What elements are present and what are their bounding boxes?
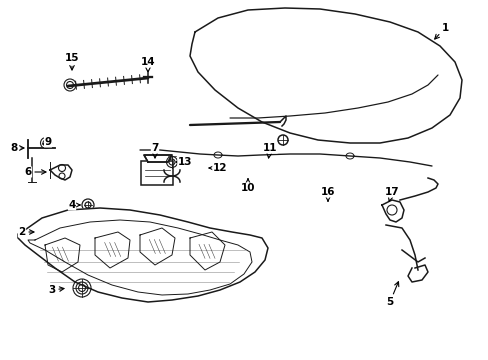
Text: 10: 10 — [240, 179, 255, 193]
Polygon shape — [18, 208, 267, 302]
Text: 16: 16 — [320, 187, 335, 201]
FancyBboxPatch shape — [141, 161, 173, 185]
Text: 5: 5 — [386, 282, 398, 307]
Text: 14: 14 — [141, 57, 155, 72]
Text: 3: 3 — [48, 285, 64, 295]
Text: 1: 1 — [434, 23, 447, 39]
Text: 2: 2 — [19, 227, 34, 237]
Text: 17: 17 — [384, 187, 399, 201]
Text: 13: 13 — [176, 157, 192, 167]
Text: 9: 9 — [43, 137, 51, 147]
Text: 12: 12 — [208, 163, 227, 173]
Text: 11: 11 — [262, 143, 277, 158]
Text: 15: 15 — [64, 53, 79, 70]
Text: 7: 7 — [151, 143, 159, 158]
Text: 4: 4 — [68, 200, 80, 210]
Text: 8: 8 — [10, 143, 24, 153]
Polygon shape — [143, 155, 172, 162]
Text: 6: 6 — [24, 167, 46, 177]
